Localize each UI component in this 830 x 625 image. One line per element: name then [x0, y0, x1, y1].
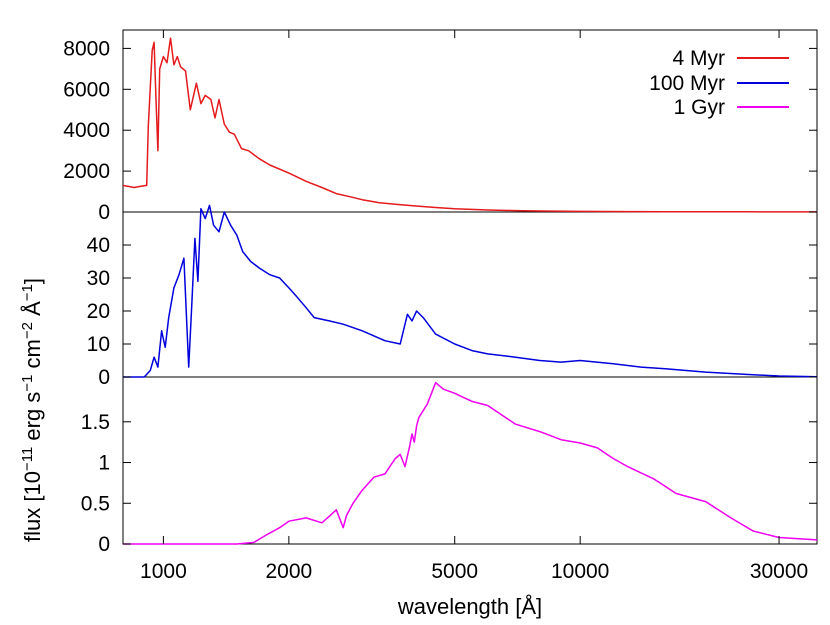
tick-labels: 0 2000 4000 6000 8000 0 10 20 30 40 0 0.5 1 1.5 1000 20… [63, 37, 808, 583]
legend-label-1gyr: 1 Gyr [674, 96, 725, 119]
y-tick-label-1gyr: 1 [98, 452, 110, 475]
y-tick-label-4myr: 6000 [63, 78, 110, 101]
x-tick-label: 2000 [265, 560, 312, 583]
y-tick-label-4myr: 2000 [63, 160, 110, 183]
y-tick-label-1gyr: 1.5 [81, 411, 110, 434]
plot-frame [122, 29, 818, 545]
y-tick-label-4myr: 8000 [63, 37, 110, 60]
y-tick-label-1gyr: 0.5 [81, 492, 110, 515]
y-tick-label-100myr: 20 [87, 300, 110, 323]
y-tick-label-4myr: 4000 [63, 119, 110, 142]
series-line-4myr [122, 37, 817, 213]
axis-ticks [123, 30, 817, 545]
y-tick-label-100myr: 40 [87, 234, 110, 257]
x-tick-label: 1000 [140, 560, 187, 583]
y-tick-label-100myr: 0 [98, 366, 110, 389]
series-lines [122, 37, 818, 545]
legend-label-4myr: 4 Myr [673, 47, 726, 70]
legend-label-100myr: 100 Myr [649, 72, 725, 95]
x-axis-label: wavelength [Å] [397, 594, 542, 619]
x-tick-label: 30000 [750, 560, 808, 583]
y-tick-label-1gyr: 0 [98, 533, 110, 556]
y-axis-label: flux [10−11 erg s−1 cm−2 Å−1] [19, 278, 46, 542]
series-line-100myr [123, 204, 818, 378]
series-line-1gyr [123, 381, 818, 545]
x-tick-label: 5000 [431, 560, 478, 583]
legend: 4 Myr 100 Myr 1 Gyr [649, 47, 789, 119]
y-tick-label-100myr: 30 [87, 267, 110, 290]
y-tick-label-4myr: 0 [98, 201, 110, 224]
y-tick-label-100myr: 10 [87, 333, 110, 356]
x-tick-label: 10000 [551, 560, 609, 583]
